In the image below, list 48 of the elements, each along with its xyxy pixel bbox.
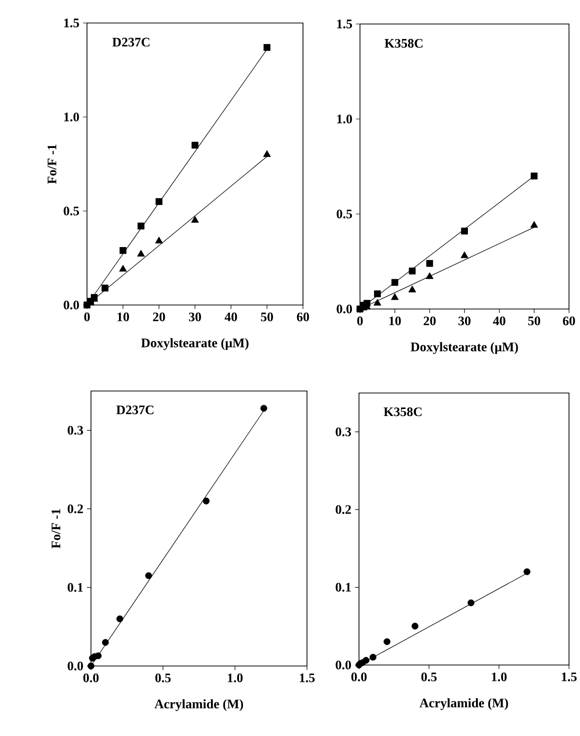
y-tick-label: 0.1 <box>336 582 351 592</box>
y-tick-label: 0.0 <box>336 660 351 670</box>
x-tick-label: 1.5 <box>562 672 577 682</box>
x-tick-label: 0.0 <box>351 672 367 682</box>
x-tick-label: 50 <box>261 312 273 322</box>
y-tick-label: 0.0 <box>64 300 79 310</box>
x-tick-label: 30 <box>458 316 470 326</box>
x-axis-title: Acrylamide (M) <box>154 699 244 712</box>
text: D237C <box>112 38 150 47</box>
text: D237C <box>116 406 154 414</box>
y-tick-label: 0.2 <box>68 504 83 514</box>
y-tick-label: 0.5 <box>64 206 79 216</box>
x-axis-title: Acrylamide (M) <box>420 698 508 710</box>
x-tick-label: 0 <box>357 316 363 326</box>
x-tick-label: 1.0 <box>492 672 507 682</box>
y-tick-label: 0.3 <box>68 426 84 435</box>
x-tick-label: 40 <box>493 316 506 326</box>
x-tick-label: 20 <box>153 312 165 322</box>
y-tick-label: 0.0 <box>336 304 352 314</box>
x-tick-label: 60 <box>296 312 309 322</box>
y-tick-label: 0.0 <box>68 662 83 670</box>
y-tick-label: 0.1 <box>68 583 83 592</box>
y-tick-label: 0.5 <box>336 210 352 218</box>
x-tick-label: 60 <box>562 316 575 326</box>
x-axis-title: Doxylstearate (μM) <box>141 338 248 350</box>
y-tick-label: 1.0 <box>337 114 352 124</box>
x-tick-label: 0.5 <box>421 672 437 682</box>
x-tick-label: 50 <box>528 316 540 326</box>
x-tick-label: 40 <box>224 312 237 322</box>
y-axis-title: Fo/F -1 <box>52 509 60 548</box>
y-tick-label: 1.5 <box>64 18 79 28</box>
x-tick-label: 10 <box>118 312 130 322</box>
x-tick-label: 1.5 <box>300 674 315 682</box>
text: K358C <box>384 38 422 48</box>
y-tick-label: 1.0 <box>64 112 79 122</box>
x-tick-label: 10 <box>389 316 401 326</box>
x-tick-label: 0 <box>84 312 90 322</box>
y-tick-label: 1.5 <box>337 20 352 28</box>
y-tick-label: 0.2 <box>336 505 351 514</box>
x-axis-title: Doxylstearate (μM) <box>410 342 518 354</box>
x-tick-label: 30 <box>188 312 201 322</box>
x-tick-label: 1.0 <box>228 674 243 682</box>
text: K358C <box>384 407 422 416</box>
y-axis-title: Fo/F -1 <box>48 144 56 184</box>
x-tick-label: 20 <box>424 316 436 326</box>
y-tick-label: 0.3 <box>336 427 352 436</box>
x-tick-label: 0.5 <box>155 674 171 682</box>
x-tick-label: 0.0 <box>83 674 99 682</box>
